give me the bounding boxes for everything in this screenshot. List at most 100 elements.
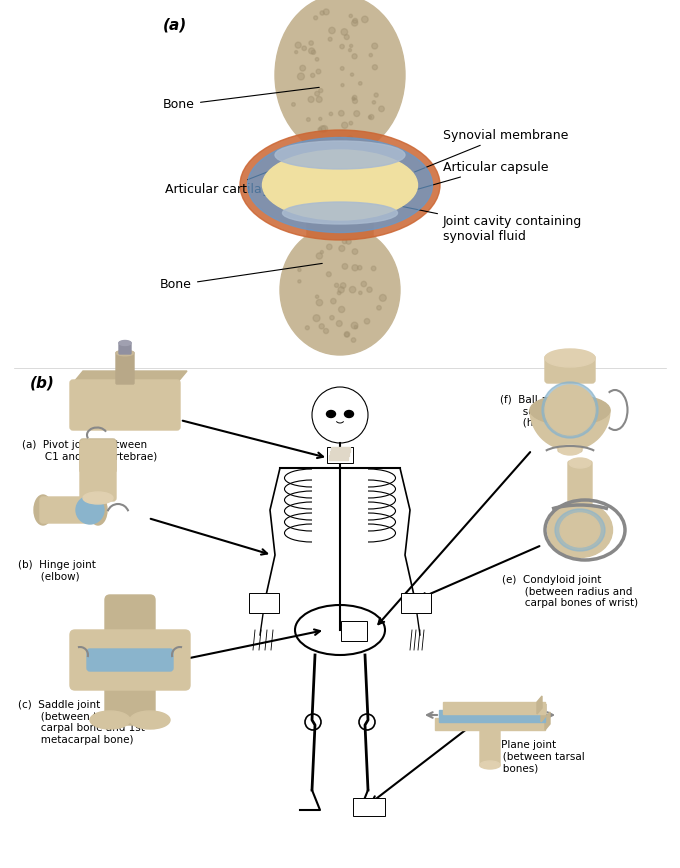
Circle shape — [345, 332, 349, 337]
Ellipse shape — [262, 150, 418, 220]
Circle shape — [337, 320, 342, 326]
Circle shape — [321, 126, 328, 132]
Circle shape — [351, 322, 358, 329]
FancyBboxPatch shape — [80, 440, 116, 501]
Circle shape — [352, 95, 357, 100]
FancyBboxPatch shape — [70, 630, 190, 690]
Circle shape — [330, 299, 336, 304]
Ellipse shape — [282, 202, 398, 224]
Circle shape — [352, 338, 356, 342]
Circle shape — [342, 240, 347, 244]
Circle shape — [341, 283, 346, 288]
FancyBboxPatch shape — [327, 447, 353, 463]
Circle shape — [341, 122, 347, 128]
Circle shape — [362, 16, 368, 23]
FancyBboxPatch shape — [353, 798, 385, 816]
Circle shape — [297, 73, 305, 80]
FancyBboxPatch shape — [545, 355, 595, 383]
Circle shape — [369, 115, 374, 120]
Circle shape — [302, 46, 307, 50]
Circle shape — [328, 37, 332, 41]
Circle shape — [372, 101, 375, 104]
Text: (d)  Plane joint
       (between tarsal
       bones): (d) Plane joint (between tarsal bones) — [480, 740, 585, 773]
Circle shape — [340, 67, 344, 70]
Circle shape — [354, 326, 358, 329]
Circle shape — [318, 128, 322, 132]
Circle shape — [341, 29, 347, 36]
Circle shape — [298, 268, 301, 272]
Circle shape — [367, 287, 372, 293]
Circle shape — [295, 43, 301, 48]
Ellipse shape — [547, 503, 613, 557]
Ellipse shape — [275, 0, 405, 155]
Text: (a): (a) — [163, 18, 187, 33]
Circle shape — [294, 50, 298, 54]
Circle shape — [341, 83, 344, 87]
Circle shape — [308, 96, 314, 102]
Text: (b): (b) — [30, 375, 55, 390]
Circle shape — [358, 82, 362, 85]
Circle shape — [352, 54, 357, 59]
Circle shape — [307, 118, 310, 122]
Text: Articular capsule: Articular capsule — [418, 161, 549, 189]
Circle shape — [311, 73, 315, 77]
Ellipse shape — [90, 711, 130, 729]
Circle shape — [350, 73, 354, 76]
Circle shape — [329, 112, 333, 115]
Circle shape — [352, 98, 358, 103]
Circle shape — [374, 93, 378, 97]
Text: Bone: Bone — [163, 88, 319, 111]
Circle shape — [316, 253, 322, 259]
Ellipse shape — [89, 495, 107, 525]
Circle shape — [315, 91, 320, 96]
Ellipse shape — [545, 349, 595, 367]
Circle shape — [349, 122, 353, 125]
FancyBboxPatch shape — [439, 710, 545, 722]
Polygon shape — [545, 712, 550, 730]
Ellipse shape — [280, 225, 400, 355]
Circle shape — [369, 54, 373, 56]
Circle shape — [339, 246, 345, 252]
Circle shape — [377, 306, 381, 310]
Circle shape — [316, 295, 319, 299]
FancyBboxPatch shape — [116, 352, 134, 384]
Circle shape — [324, 328, 328, 333]
Circle shape — [350, 286, 356, 293]
Circle shape — [361, 281, 367, 286]
Ellipse shape — [569, 458, 591, 468]
Text: Joint cavity containing
synovial fluid: Joint cavity containing synovial fluid — [398, 206, 582, 243]
Circle shape — [316, 96, 322, 102]
Circle shape — [316, 57, 319, 61]
Ellipse shape — [130, 711, 170, 729]
Circle shape — [354, 111, 360, 116]
Text: (b)  Hinge joint
       (elbow): (b) Hinge joint (elbow) — [18, 560, 96, 582]
Circle shape — [353, 18, 358, 23]
Text: Bone: Bone — [160, 263, 322, 292]
Circle shape — [320, 251, 324, 253]
Ellipse shape — [275, 141, 405, 169]
Text: (a)  Pivot joint (between
       C1 and C2 vertebrae): (a) Pivot joint (between C1 and C2 verte… — [22, 440, 157, 462]
FancyBboxPatch shape — [558, 413, 582, 452]
Circle shape — [309, 48, 315, 54]
Ellipse shape — [248, 137, 432, 233]
Circle shape — [326, 272, 331, 277]
Circle shape — [545, 385, 595, 435]
Circle shape — [309, 41, 313, 45]
Ellipse shape — [119, 340, 131, 345]
FancyBboxPatch shape — [105, 595, 155, 725]
Circle shape — [323, 9, 329, 15]
Circle shape — [344, 35, 350, 40]
Ellipse shape — [480, 761, 500, 769]
Circle shape — [352, 249, 358, 254]
Circle shape — [339, 110, 344, 116]
FancyBboxPatch shape — [341, 621, 367, 641]
Circle shape — [348, 49, 352, 52]
Ellipse shape — [83, 492, 113, 504]
Circle shape — [300, 65, 305, 71]
Circle shape — [346, 239, 352, 244]
FancyBboxPatch shape — [307, 150, 373, 240]
Circle shape — [350, 44, 353, 48]
Circle shape — [352, 20, 358, 26]
Circle shape — [342, 264, 347, 269]
Circle shape — [352, 265, 358, 271]
